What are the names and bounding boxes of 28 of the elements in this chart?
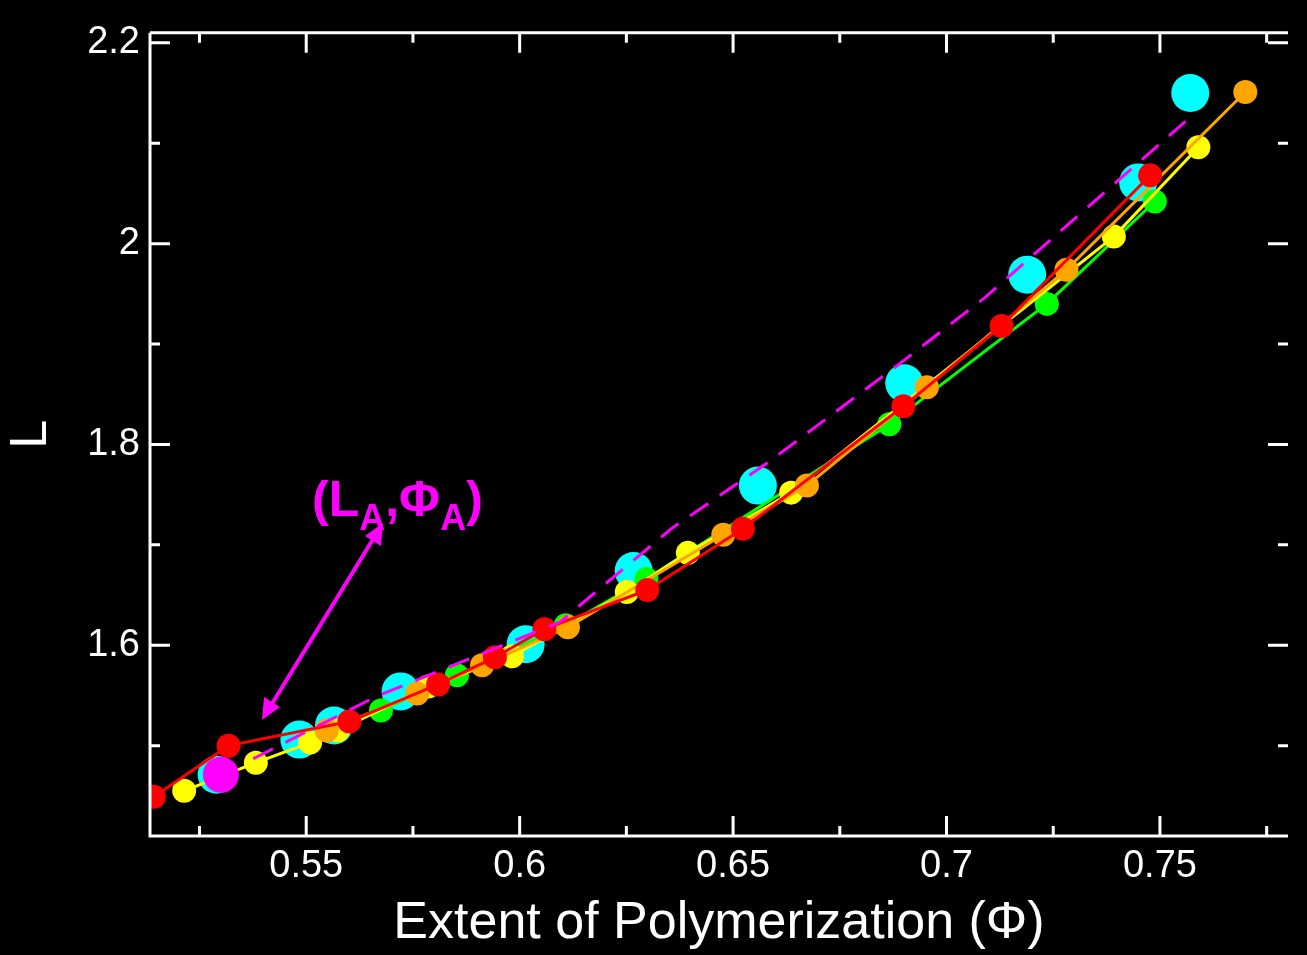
point bbox=[243, 750, 268, 775]
point bbox=[1034, 291, 1059, 316]
point bbox=[216, 733, 241, 758]
point bbox=[1171, 74, 1210, 113]
x-tick-label: 0.6 bbox=[493, 843, 547, 886]
point bbox=[635, 578, 660, 603]
y-tick-label: 1.6 bbox=[87, 621, 140, 664]
point bbox=[337, 709, 362, 734]
point bbox=[426, 672, 451, 697]
x-axis-title: Extent of Polymerization (Φ) bbox=[393, 891, 1045, 950]
x-tick-label: 0.55 bbox=[269, 843, 344, 886]
y-tick-label: 2.2 bbox=[87, 19, 140, 62]
point bbox=[1008, 255, 1047, 294]
point bbox=[532, 617, 557, 642]
y-axis-title: L bbox=[0, 419, 57, 449]
x-tick-label: 0.75 bbox=[1122, 843, 1197, 886]
point bbox=[730, 516, 755, 541]
point bbox=[172, 778, 197, 803]
point bbox=[298, 730, 323, 755]
point bbox=[891, 394, 916, 419]
x-tick-label: 0.65 bbox=[696, 843, 771, 886]
point bbox=[1233, 80, 1258, 105]
point bbox=[1101, 224, 1126, 249]
point bbox=[738, 466, 777, 505]
point bbox=[989, 313, 1014, 338]
x-tick-label: 0.7 bbox=[920, 843, 973, 886]
y-tick-label: 1.8 bbox=[87, 420, 140, 463]
y-tick-label: 2 bbox=[118, 220, 140, 263]
